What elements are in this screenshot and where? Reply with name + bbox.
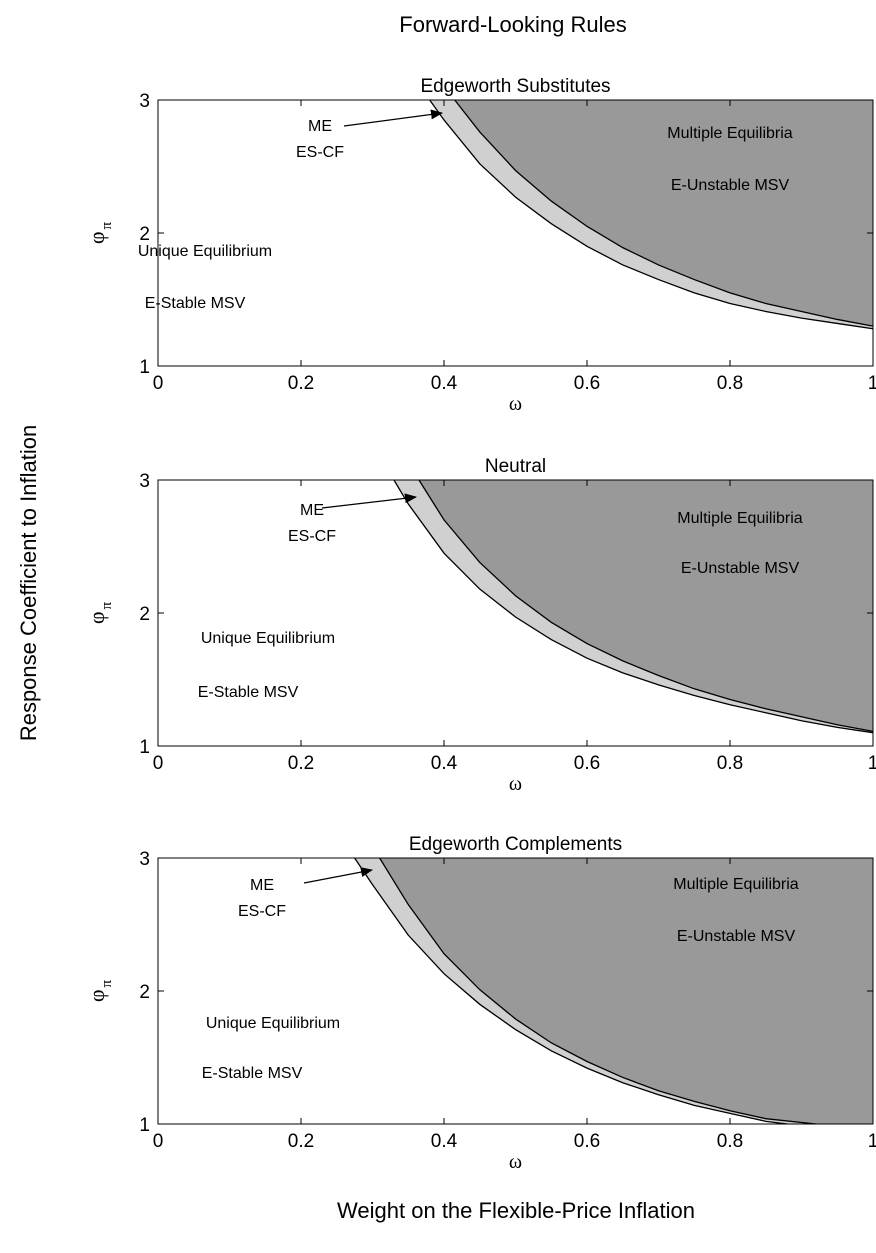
x-tick-label: 0.4	[431, 373, 458, 394]
region-multiple-equilibria	[418, 480, 873, 732]
panel-2: 0 0.2 0.4 0.6 0.8 1 1 2 3 Neutral ω φπ Unique Equili…	[84, 456, 876, 795]
panel-title: Edgeworth Substitutes	[420, 76, 610, 97]
annotation-unique-equilibrium: Unique Equilibrium	[206, 1015, 340, 1032]
y-tick-label: 3	[139, 91, 150, 112]
boundary-line-2	[454, 99, 874, 327]
x-tick-label: 0.8	[717, 1131, 743, 1152]
x-tick-label: 0.2	[288, 373, 314, 394]
y-axis-label-phi: φ	[84, 989, 109, 1002]
annotation-e-stable-msv: E-Stable MSV	[202, 1065, 303, 1082]
x-axis-label: ω	[509, 773, 522, 795]
x-tick-label: 0	[153, 1131, 164, 1152]
annotation-arrow	[321, 493, 417, 509]
x-tick-label: 0	[153, 753, 164, 774]
y-axis-label-phi: φ	[84, 611, 109, 624]
annotation-multiple-equilibria: Multiple Equilibria	[673, 876, 798, 893]
region-multiple-equilibria	[454, 100, 873, 327]
y-axis-label: φπ	[84, 601, 115, 624]
y-axis-label-pi-subscript: π	[99, 221, 115, 229]
x-tick-label: 0.2	[288, 1131, 314, 1152]
x-axis-label: ω	[509, 393, 522, 415]
y-tick-label: 3	[139, 849, 150, 870]
x-tick-label: 0	[153, 373, 164, 394]
annotation-me: ME	[308, 118, 332, 135]
annotation-arrow	[343, 109, 443, 127]
y-tick-label: 2	[139, 224, 150, 245]
panel-1: 0 0.2 0.4 0.6 0.8 1 1 2 3 Edgeworth Substitutes ω φ…	[84, 76, 876, 415]
panel-title: Edgeworth Complements	[409, 834, 622, 855]
annotation-e-unstable-msv: E-Unstable MSV	[677, 928, 796, 945]
x-axis-label: ω	[509, 1151, 522, 1173]
y-tick-label: 1	[139, 1115, 150, 1136]
x-tick-label: 0.6	[574, 373, 600, 394]
panel-3: 0 0.2 0.4 0.6 0.8 1 1 2 3 Edgeworth Complements ω φ…	[84, 834, 876, 1173]
x-tick-label: 1	[868, 753, 876, 774]
annotation-e-stable-msv: E-Stable MSV	[198, 684, 299, 701]
y-tick-label: 3	[139, 471, 150, 492]
annotation-e-stable-msv: E-Stable MSV	[145, 295, 246, 312]
y-axis-label: φπ	[84, 221, 115, 244]
annotation-es-cf: ES-CF	[238, 903, 286, 920]
boundary-line-2	[379, 857, 816, 1125]
figure-title: Forward-Looking Rules	[399, 12, 626, 37]
y-tick-label: 2	[139, 604, 150, 625]
x-tick-label: 0.6	[574, 1131, 600, 1152]
y-tick-label: 1	[139, 737, 150, 758]
x-tick-label: 0.4	[431, 1131, 458, 1152]
annotation-es-cf: ES-CF	[296, 144, 344, 161]
annotation-multiple-equilibria: Multiple Equilibria	[667, 125, 792, 142]
x-tick-label: 1	[868, 373, 876, 394]
x-tick-label: 0.8	[717, 753, 743, 774]
x-tick-label: 0.4	[431, 753, 458, 774]
x-tick-label: 1	[868, 1131, 876, 1152]
y-tick-label: 2	[139, 982, 150, 1003]
panels-group: 0 0.2 0.4 0.6 0.8 1 1 2 3 Edgeworth Substitutes ω φ…	[84, 76, 876, 1173]
annotation-unique-equilibrium: Unique Equilibrium	[138, 243, 272, 260]
annotation-es-cf: ES-CF	[288, 528, 336, 545]
x-tick-label: 0.8	[717, 373, 743, 394]
annotation-e-unstable-msv: E-Unstable MSV	[671, 177, 790, 194]
y-axis-label-pi-subscript: π	[99, 601, 115, 609]
y-axis-label-phi: φ	[84, 231, 109, 244]
y-axis-label: φπ	[84, 979, 115, 1002]
x-tick-label: 0.6	[574, 753, 600, 774]
region-multiple-equilibria	[379, 858, 873, 1124]
panel-title: Neutral	[485, 456, 546, 477]
annotation-unique-equilibrium: Unique Equilibrium	[201, 630, 335, 647]
annotation-arrow	[303, 867, 373, 884]
annotation-multiple-equilibria: Multiple Equilibria	[677, 510, 802, 527]
y-axis-label-pi-subscript: π	[99, 979, 115, 987]
annotation-me: ME	[250, 877, 274, 894]
boundary-line-1	[393, 479, 874, 734]
figure-y-axis-label: Response Coefficient to Inflation	[16, 425, 41, 741]
boundary-line-1	[429, 99, 874, 330]
boundary-line-2	[418, 479, 874, 733]
annotation-e-unstable-msv: E-Unstable MSV	[681, 560, 800, 577]
x-tick-label: 0.2	[288, 753, 314, 774]
annotation-me: ME	[300, 502, 324, 519]
figure-x-axis-label: Weight on the Flexible-Price Inflation	[337, 1198, 695, 1223]
boundary-line-1	[354, 857, 788, 1125]
y-tick-label: 1	[139, 357, 150, 378]
